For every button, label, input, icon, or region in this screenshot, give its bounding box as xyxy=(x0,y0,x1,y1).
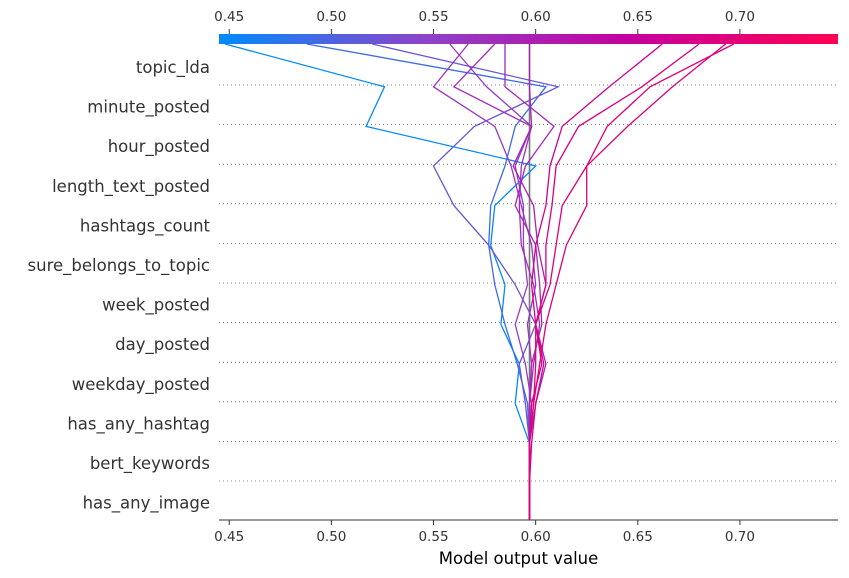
feature-label: minute_posted xyxy=(87,98,210,118)
bottom-tick-label: 0.60 xyxy=(521,529,551,545)
series-line xyxy=(449,43,533,520)
feature-label: sure_belongs_to_topic xyxy=(28,256,210,276)
top-axis-ticks: 0.45 0.50 0.55 0.60 0.65 0.70 xyxy=(214,9,755,34)
feature-label: weekday_posted xyxy=(72,375,210,395)
top-tick-label: 0.45 xyxy=(214,9,244,25)
top-tick-label: 0.50 xyxy=(316,9,346,25)
top-tick-label: 0.65 xyxy=(623,9,653,25)
feature-label: hour_posted xyxy=(108,137,210,157)
top-tick-label: 0.55 xyxy=(418,9,448,25)
feature-label: hashtags_count xyxy=(80,216,211,236)
x-axis-title: Model output value xyxy=(439,549,599,568)
top-tick-label: 0.60 xyxy=(521,9,551,25)
bottom-tick-label: 0.70 xyxy=(725,529,755,545)
feature-label: week_posted xyxy=(102,296,210,316)
feature-label: has_any_image xyxy=(83,494,210,514)
series-line xyxy=(224,43,538,520)
bottom-tick-label: 0.65 xyxy=(623,529,653,545)
bottom-tick-label: 0.45 xyxy=(214,529,244,545)
series-line xyxy=(528,43,735,520)
feature-label: day_posted xyxy=(115,335,210,355)
colorbar xyxy=(219,34,838,44)
series-line xyxy=(528,43,663,520)
feature-label: topic_lda xyxy=(136,58,210,78)
feature-labels: topic_lda minute_posted hour_posted length_… xyxy=(28,58,211,514)
top-tick-label: 0.70 xyxy=(725,9,755,25)
feature-label: length_text_posted xyxy=(52,177,210,197)
series-lines xyxy=(224,43,735,520)
feature-label: bert_keywords xyxy=(90,454,210,474)
feature-label: has_any_hashtag xyxy=(67,414,210,434)
bottom-tick-label: 0.50 xyxy=(316,529,346,545)
series-line xyxy=(528,43,727,520)
bottom-tick-label: 0.55 xyxy=(418,529,448,545)
series-line xyxy=(528,43,700,520)
bottom-axis-ticks: 0.45 0.50 0.55 0.60 0.65 0.70 xyxy=(214,520,755,545)
series-line xyxy=(432,43,537,520)
